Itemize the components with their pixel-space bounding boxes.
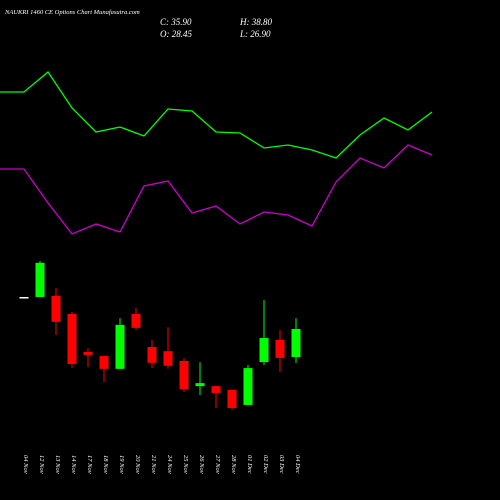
- x-tick-label: 01 Dec: [246, 455, 253, 474]
- candle-body: [179, 360, 189, 390]
- candle-body: [83, 351, 93, 355]
- low-label: L: 26.90: [239, 29, 271, 39]
- high-label: H: 38.80: [239, 17, 272, 27]
- x-tick-label: 02 Dec: [262, 455, 269, 474]
- candle-body: [211, 386, 221, 393]
- chart-title: NAUKRI 1460 CE Options Chart Munafasutra…: [4, 9, 140, 16]
- candle-body: [259, 338, 269, 363]
- candle-body: [67, 313, 77, 364]
- candle-body: [227, 389, 237, 408]
- open-label: O: 28.45: [160, 29, 192, 39]
- x-tick-label: 21 Nov: [150, 455, 157, 474]
- x-tick-label: 04 Dec: [294, 455, 301, 474]
- close-label: C: 35.90: [160, 17, 192, 27]
- line-series: [0, 144, 433, 235]
- candle-body: [163, 351, 173, 366]
- x-tick-label: 14 Nov: [70, 455, 77, 474]
- x-tick-label: 27 Nov: [214, 455, 221, 474]
- candle-body: [147, 347, 157, 363]
- candle-body: [19, 297, 29, 299]
- candle-body: [115, 324, 125, 369]
- x-tick-label: 25 Nov: [182, 455, 189, 474]
- x-tick-label: 19 Nov: [118, 455, 125, 474]
- candle-body: [195, 383, 205, 387]
- x-tick-label: 12 Nov: [38, 455, 45, 474]
- x-tick-label: 24 Nov: [166, 455, 173, 474]
- x-tick-label: 26 Nov: [198, 455, 205, 474]
- x-tick-label: 20 Nov: [134, 455, 141, 474]
- candle-body: [99, 356, 109, 369]
- candle-body: [51, 295, 61, 322]
- candle-body: [35, 262, 45, 298]
- candle-body: [131, 313, 141, 328]
- candle-body: [291, 328, 301, 358]
- x-tick-label: 04 Nov: [22, 455, 29, 474]
- x-tick-label: 18 Nov: [102, 455, 109, 474]
- candle-body: [275, 339, 285, 358]
- line-series: [0, 71, 433, 159]
- x-tick-label: 17 Nov: [86, 455, 93, 474]
- candle-body: [243, 368, 253, 405]
- x-tick-label: 03 Dec: [278, 455, 285, 474]
- x-tick-label: 13 Nov: [54, 455, 61, 474]
- x-tick-label: 28 Nov: [230, 455, 237, 474]
